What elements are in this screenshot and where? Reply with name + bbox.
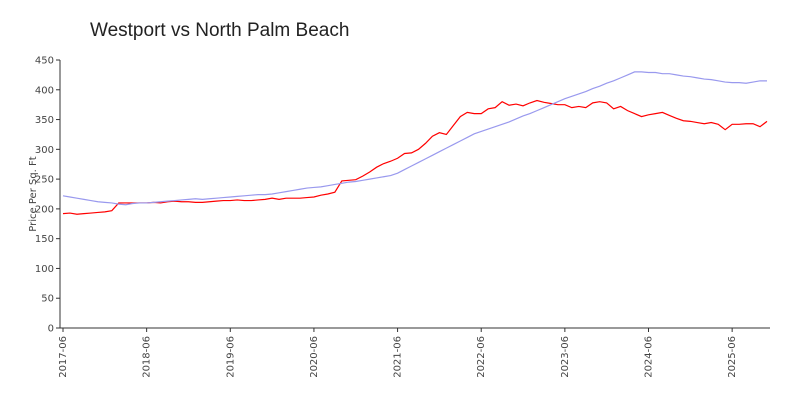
x-tick-label: 2019-06 bbox=[225, 336, 236, 378]
y-tick-label: 50 bbox=[41, 294, 54, 305]
y-tick-label: 100 bbox=[35, 264, 54, 275]
y-tick-label: 200 bbox=[35, 204, 54, 215]
y-tick-label: 150 bbox=[35, 234, 54, 245]
y-tick-label: 450 bbox=[35, 56, 54, 67]
y-tick-label: 350 bbox=[35, 115, 54, 126]
series-line bbox=[62, 71, 767, 206]
x-tick-label: 2025-06 bbox=[727, 336, 738, 378]
y-tick-label: 0 bbox=[48, 324, 54, 335]
x-tick-label: 2021-06 bbox=[393, 336, 404, 378]
series-line bbox=[62, 99, 768, 215]
y-tick-label: 300 bbox=[35, 145, 54, 156]
x-tick-label: 2018-06 bbox=[142, 336, 153, 378]
x-tick-label: 2022-06 bbox=[476, 336, 487, 378]
x-tick-label: 2020-06 bbox=[309, 336, 320, 378]
y-axis-label: Price Per Sq. Ft bbox=[28, 156, 39, 231]
x-tick-label: 2017-06 bbox=[58, 336, 69, 378]
x-tick-label: 2023-06 bbox=[560, 336, 571, 378]
y-tick-label: 250 bbox=[35, 175, 54, 186]
y-tick-label: 400 bbox=[35, 85, 54, 96]
x-tick-label: 2024-06 bbox=[644, 336, 655, 378]
chart-title: Westport vs North Palm Beach bbox=[90, 20, 349, 41]
